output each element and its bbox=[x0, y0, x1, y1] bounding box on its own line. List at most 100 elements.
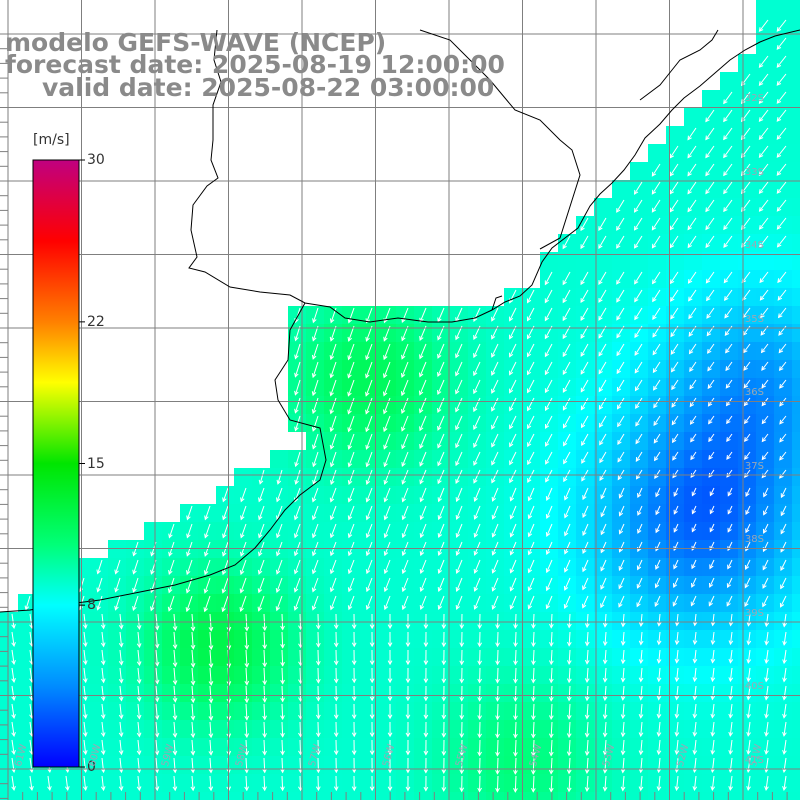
wind-cell bbox=[720, 198, 739, 217]
wind-cell bbox=[504, 36, 523, 55]
wind-cell bbox=[270, 702, 289, 721]
wind-cell bbox=[396, 180, 415, 199]
wind-cell bbox=[324, 144, 343, 163]
wind-cell bbox=[216, 612, 235, 631]
wind-cell bbox=[504, 414, 523, 433]
wind-cell bbox=[486, 414, 505, 433]
wind-cell bbox=[720, 684, 739, 703]
wind-cell bbox=[792, 486, 800, 505]
wind-cell bbox=[306, 684, 325, 703]
wind-cell bbox=[306, 234, 325, 253]
wind-cell bbox=[198, 648, 217, 667]
wind-cell bbox=[198, 666, 217, 685]
wind-cell bbox=[450, 270, 469, 289]
wind-cell bbox=[126, 162, 145, 181]
wind-cell bbox=[216, 0, 235, 19]
wind-cell bbox=[648, 378, 667, 397]
wind-cell bbox=[108, 0, 127, 19]
wind-cell bbox=[684, 72, 703, 91]
wind-cell bbox=[396, 144, 415, 163]
wind-cell bbox=[792, 0, 800, 19]
wind-cell bbox=[576, 648, 595, 667]
wind-cell bbox=[180, 666, 199, 685]
wind-cell bbox=[486, 648, 505, 667]
wind-cell bbox=[306, 666, 325, 685]
wind-cell bbox=[18, 216, 37, 235]
colorbar-unit: [m/s] bbox=[33, 132, 70, 148]
wind-cell bbox=[576, 666, 595, 685]
wind-cell bbox=[486, 774, 505, 793]
wind-cell bbox=[756, 630, 775, 649]
wind-cell bbox=[252, 198, 271, 217]
wind-cell bbox=[666, 612, 685, 631]
wind-cell bbox=[108, 18, 127, 37]
wind-cell bbox=[216, 216, 235, 235]
wind-cell bbox=[558, 468, 577, 487]
wind-cell bbox=[702, 306, 721, 325]
wind-cell bbox=[414, 288, 433, 307]
wind-cell bbox=[774, 486, 793, 505]
wind-cell bbox=[342, 630, 361, 649]
wind-cell bbox=[306, 0, 325, 19]
wind-cell bbox=[162, 108, 181, 127]
wind-cell bbox=[774, 162, 793, 181]
wind-cell bbox=[162, 54, 181, 73]
wind-cell bbox=[630, 288, 649, 307]
wind-cell bbox=[234, 342, 253, 361]
wind-cell bbox=[180, 306, 199, 325]
wind-cell bbox=[0, 540, 19, 559]
wind-cell bbox=[234, 252, 253, 271]
wind-cell bbox=[414, 126, 433, 145]
wind-cell bbox=[720, 234, 739, 253]
latitude-label: 34S bbox=[744, 240, 764, 251]
wind-cell bbox=[576, 756, 595, 775]
wind-cell bbox=[630, 72, 649, 91]
wind-cell bbox=[450, 90, 469, 109]
wind-cell bbox=[486, 252, 505, 271]
wind-cell bbox=[270, 360, 289, 379]
wind-cell bbox=[144, 234, 163, 253]
wind-cell bbox=[54, 792, 73, 800]
wind-cell bbox=[234, 54, 253, 73]
wind-cell bbox=[486, 468, 505, 487]
wind-cell bbox=[378, 180, 397, 199]
wind-cell bbox=[720, 144, 739, 163]
wind-cell bbox=[756, 576, 775, 595]
wind-cell bbox=[252, 270, 271, 289]
wind-cell bbox=[162, 504, 181, 523]
wind-cell bbox=[306, 144, 325, 163]
wind-cell bbox=[396, 252, 415, 271]
wind-cell bbox=[504, 468, 523, 487]
wind-cell bbox=[666, 0, 685, 19]
wind-cell bbox=[90, 18, 109, 37]
wind-cell bbox=[504, 432, 523, 451]
wind-cell bbox=[144, 630, 163, 649]
wind-cell bbox=[522, 666, 541, 685]
wind-cell bbox=[432, 702, 451, 721]
wind-cell bbox=[306, 288, 325, 307]
wind-cell bbox=[630, 0, 649, 19]
wind-cell bbox=[198, 144, 217, 163]
wind-cell bbox=[468, 360, 487, 379]
wind-cell bbox=[522, 792, 541, 800]
wind-cell bbox=[774, 432, 793, 451]
wind-cell bbox=[180, 72, 199, 91]
wind-cell bbox=[180, 738, 199, 757]
wind-cell bbox=[468, 612, 487, 631]
wind-cell bbox=[684, 792, 703, 800]
wind-cell bbox=[180, 108, 199, 127]
wind-cell bbox=[288, 0, 307, 19]
wind-cell bbox=[612, 108, 631, 127]
wind-cell bbox=[756, 18, 775, 37]
wind-cell bbox=[594, 306, 613, 325]
wind-cell bbox=[36, 18, 55, 37]
wind-cell bbox=[468, 0, 487, 19]
wind-cell bbox=[594, 288, 613, 307]
wind-cell bbox=[162, 360, 181, 379]
wind-cell bbox=[234, 648, 253, 667]
wind-cell bbox=[360, 36, 379, 55]
wind-cell bbox=[612, 432, 631, 451]
wind-cell bbox=[252, 72, 271, 91]
wind-cell bbox=[738, 702, 757, 721]
wind-cell bbox=[612, 306, 631, 325]
